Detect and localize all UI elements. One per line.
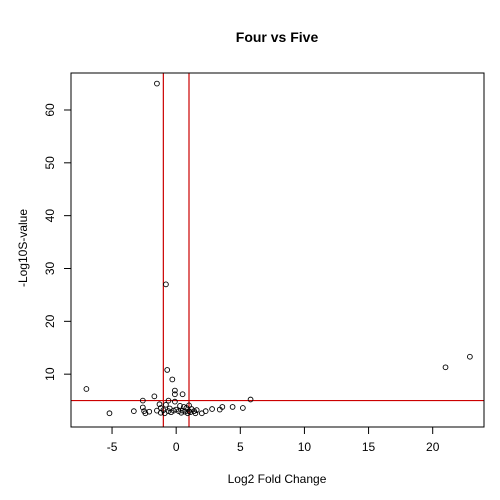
data-point — [216, 406, 223, 413]
y-tick-label: 60 — [43, 103, 57, 117]
x-tick-label: 10 — [298, 440, 312, 454]
y-tick-label: 50 — [43, 156, 57, 170]
x-axis-label: Log2 Fold Change — [228, 472, 327, 486]
data-point — [168, 409, 174, 416]
data-point — [106, 410, 113, 417]
data-point — [163, 281, 169, 288]
data-point — [164, 367, 171, 373]
data-point — [161, 410, 168, 417]
data-point — [467, 353, 473, 360]
data-point — [442, 364, 449, 371]
y-tick-label: 40 — [43, 209, 57, 223]
data-point — [184, 410, 191, 417]
data-point — [139, 397, 146, 404]
data-point — [177, 403, 183, 409]
x-axis: -5 0 5 10 15 20 — [107, 427, 440, 454]
data-point — [192, 410, 199, 417]
data-point — [139, 404, 146, 411]
data-point — [247, 396, 254, 403]
data-point — [229, 404, 236, 410]
x-tick-label: 0 — [173, 440, 180, 454]
data-point — [165, 397, 172, 404]
data-point — [198, 410, 205, 417]
data-point — [209, 406, 215, 412]
data-point — [157, 409, 164, 416]
data-point — [240, 405, 246, 411]
data-point — [172, 391, 178, 398]
data-point — [142, 410, 149, 417]
data-point — [151, 393, 158, 400]
data-point — [163, 401, 169, 408]
y-tick-label: 10 — [43, 367, 57, 381]
y-axis-label: -Log10S-value — [16, 209, 30, 287]
data-point — [169, 376, 176, 383]
data-point — [154, 80, 160, 87]
data-point — [179, 391, 186, 398]
y-tick-label: 20 — [43, 314, 57, 328]
data-point — [83, 386, 90, 392]
data-point — [172, 398, 178, 405]
plot-frame — [70, 72, 485, 428]
data-points — [83, 80, 473, 417]
data-point — [193, 407, 200, 413]
y-axis: 10 20 30 40 50 60 — [43, 103, 71, 381]
x-tick-label: -5 — [107, 440, 118, 454]
threshold-lines — [71, 73, 484, 427]
x-tick-label: 20 — [426, 440, 440, 454]
data-point — [172, 387, 178, 394]
data-point — [130, 408, 137, 414]
data-point — [178, 409, 185, 416]
y-tick-label: 30 — [43, 261, 57, 275]
x-tick-label: 5 — [237, 440, 244, 454]
chart-title: Four vs Five — [236, 29, 319, 45]
data-point — [156, 401, 163, 408]
data-point — [187, 409, 194, 416]
x-tick-label: 15 — [362, 440, 376, 454]
